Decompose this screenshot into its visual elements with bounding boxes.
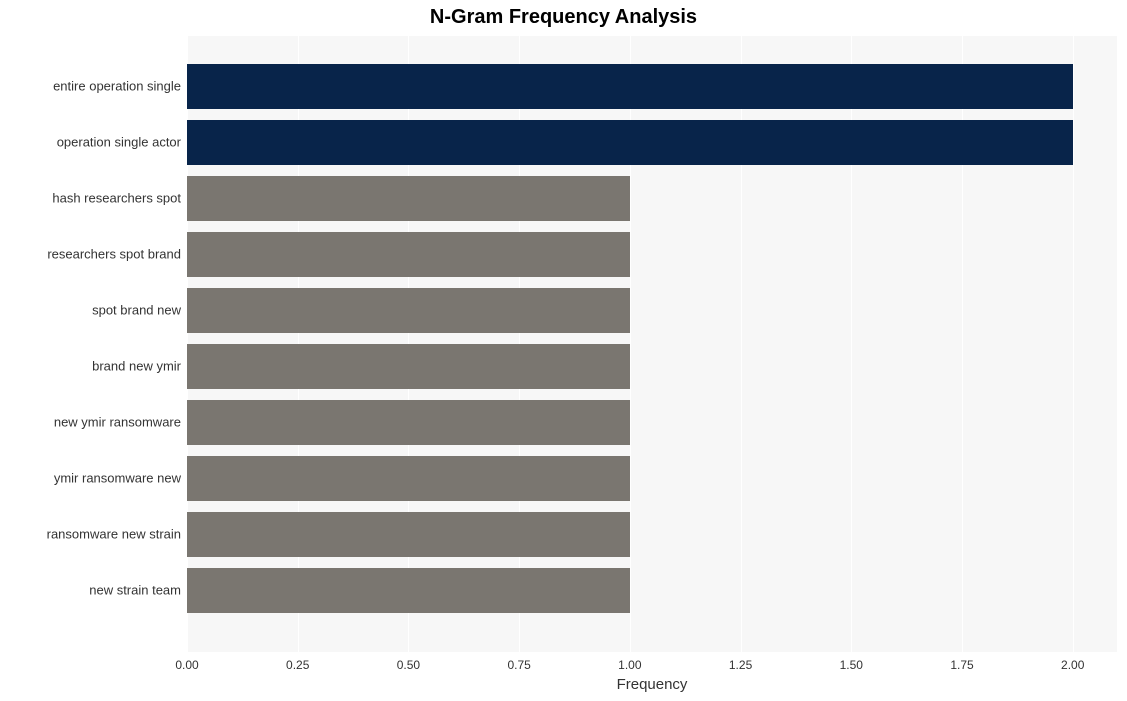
y-tick-label: operation single actor — [57, 135, 187, 150]
x-tick-label: 0.75 — [507, 652, 530, 672]
bar — [187, 344, 630, 389]
y-tick-label: ymir ransomware new — [54, 471, 187, 486]
bar — [187, 288, 630, 333]
y-tick-label: entire operation single — [53, 79, 187, 94]
x-tick-label: 0.50 — [397, 652, 420, 672]
chart-title: N-Gram Frequency Analysis — [0, 6, 1127, 29]
y-tick-label: spot brand new — [92, 303, 187, 318]
x-tick-label: 1.50 — [840, 652, 863, 672]
y-tick-label: brand new ymir — [92, 359, 187, 374]
plot-area: 0.000.250.500.751.001.251.501.752.00enti… — [187, 36, 1117, 652]
y-tick-label: new ymir ransomware — [54, 415, 187, 430]
y-tick-label: ransomware new strain — [47, 527, 187, 542]
ngram-chart: N-Gram Frequency Analysis 0.000.250.500.… — [0, 0, 1127, 701]
x-tick-label: 2.00 — [1061, 652, 1084, 672]
bar — [187, 64, 1073, 109]
bar — [187, 456, 630, 501]
y-tick-label: new strain team — [89, 583, 187, 598]
bar — [187, 120, 1073, 165]
bar — [187, 568, 630, 613]
x-tick-label: 0.00 — [175, 652, 198, 672]
bar — [187, 512, 630, 557]
y-tick-label: researchers spot brand — [47, 247, 187, 262]
x-tick-label: 0.25 — [286, 652, 309, 672]
x-tick-label: 1.25 — [729, 652, 752, 672]
grid-line — [1073, 36, 1074, 652]
x-axis-title: Frequency — [187, 676, 1117, 693]
bar — [187, 400, 630, 445]
x-tick-label: 1.75 — [950, 652, 973, 672]
bar — [187, 176, 630, 221]
y-tick-label: hash researchers spot — [52, 191, 187, 206]
x-tick-label: 1.00 — [618, 652, 641, 672]
bar — [187, 232, 630, 277]
